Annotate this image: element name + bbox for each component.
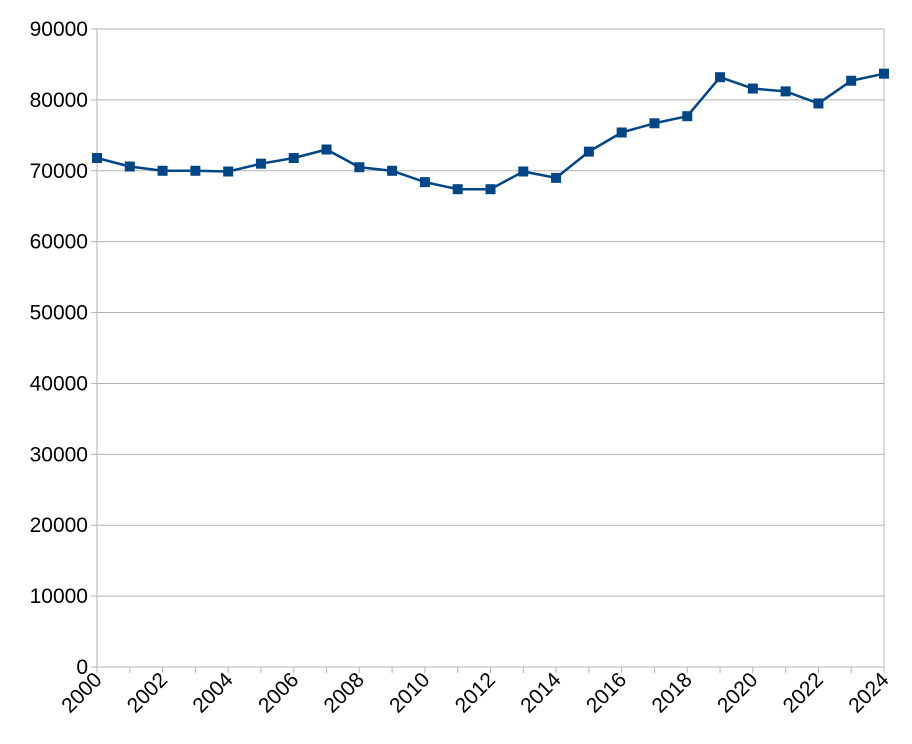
data-point-marker — [255, 158, 266, 169]
data-point-marker — [485, 184, 496, 195]
data-point-marker — [321, 144, 332, 155]
data-point-marker — [780, 86, 791, 97]
y-tick-label: 30000 — [30, 443, 88, 466]
x-tick-label: 2014 — [516, 668, 566, 718]
data-point-marker — [288, 153, 299, 164]
data-point-marker — [583, 146, 594, 157]
data-point-marker — [518, 166, 529, 177]
data-point-marker — [157, 165, 168, 176]
data-point-marker — [813, 98, 824, 109]
data-point-marker — [649, 118, 660, 129]
x-tick-label: 2024 — [844, 668, 894, 718]
x-tick-label: 2004 — [188, 668, 238, 718]
y-tick-label: 60000 — [30, 231, 88, 254]
x-tick-label: 2020 — [713, 668, 762, 717]
y-tick-label: 40000 — [30, 372, 88, 395]
y-tick-label: 70000 — [30, 160, 88, 183]
data-point-marker — [452, 184, 463, 195]
data-point-marker — [616, 127, 627, 138]
series-line — [96, 72, 885, 191]
data-point-marker — [387, 165, 398, 176]
x-tick-label: 2018 — [647, 668, 696, 717]
axes — [91, 28, 885, 673]
data-point-marker — [846, 75, 857, 86]
x-tick-label: 2008 — [320, 668, 369, 717]
x-tick-label: 2002 — [123, 668, 172, 717]
y-tick-label: 90000 — [30, 18, 88, 41]
x-tick-label: 2022 — [779, 668, 828, 717]
data-point-marker — [682, 111, 693, 122]
series-group — [92, 68, 889, 195]
data-point-marker — [354, 162, 365, 173]
x-tick-label: 2000 — [57, 668, 106, 717]
data-point-marker — [190, 165, 201, 176]
data-point-marker — [92, 153, 102, 164]
data-point-marker — [551, 172, 562, 183]
y-tick-label: 0 — [76, 656, 88, 679]
gridlines — [97, 28, 884, 668]
y-tick-label: 20000 — [30, 514, 88, 537]
data-point-marker — [747, 83, 758, 94]
data-point-marker — [124, 161, 135, 172]
y-axis-tick-labels: 0 10000 20000 30000 40000 50000 60000 70000 8000… — [30, 18, 88, 679]
data-point-marker — [715, 72, 726, 83]
x-tick-label: 2016 — [582, 668, 631, 717]
x-tick-label: 2010 — [385, 668, 434, 717]
data-point-marker — [223, 166, 234, 177]
x-tick-label: 2012 — [451, 668, 500, 717]
x-tick-label: 2006 — [254, 668, 303, 717]
y-tick-label: 10000 — [30, 585, 88, 608]
data-point-marker — [419, 177, 430, 188]
y-tick-label: 80000 — [30, 89, 88, 112]
data-point-marker — [879, 68, 889, 79]
x-axis-tick-labels: 2000 2002 2004 2006 2008 2010 2012 2014 2016 2018… — [57, 668, 894, 718]
y-tick-label: 50000 — [30, 302, 88, 325]
